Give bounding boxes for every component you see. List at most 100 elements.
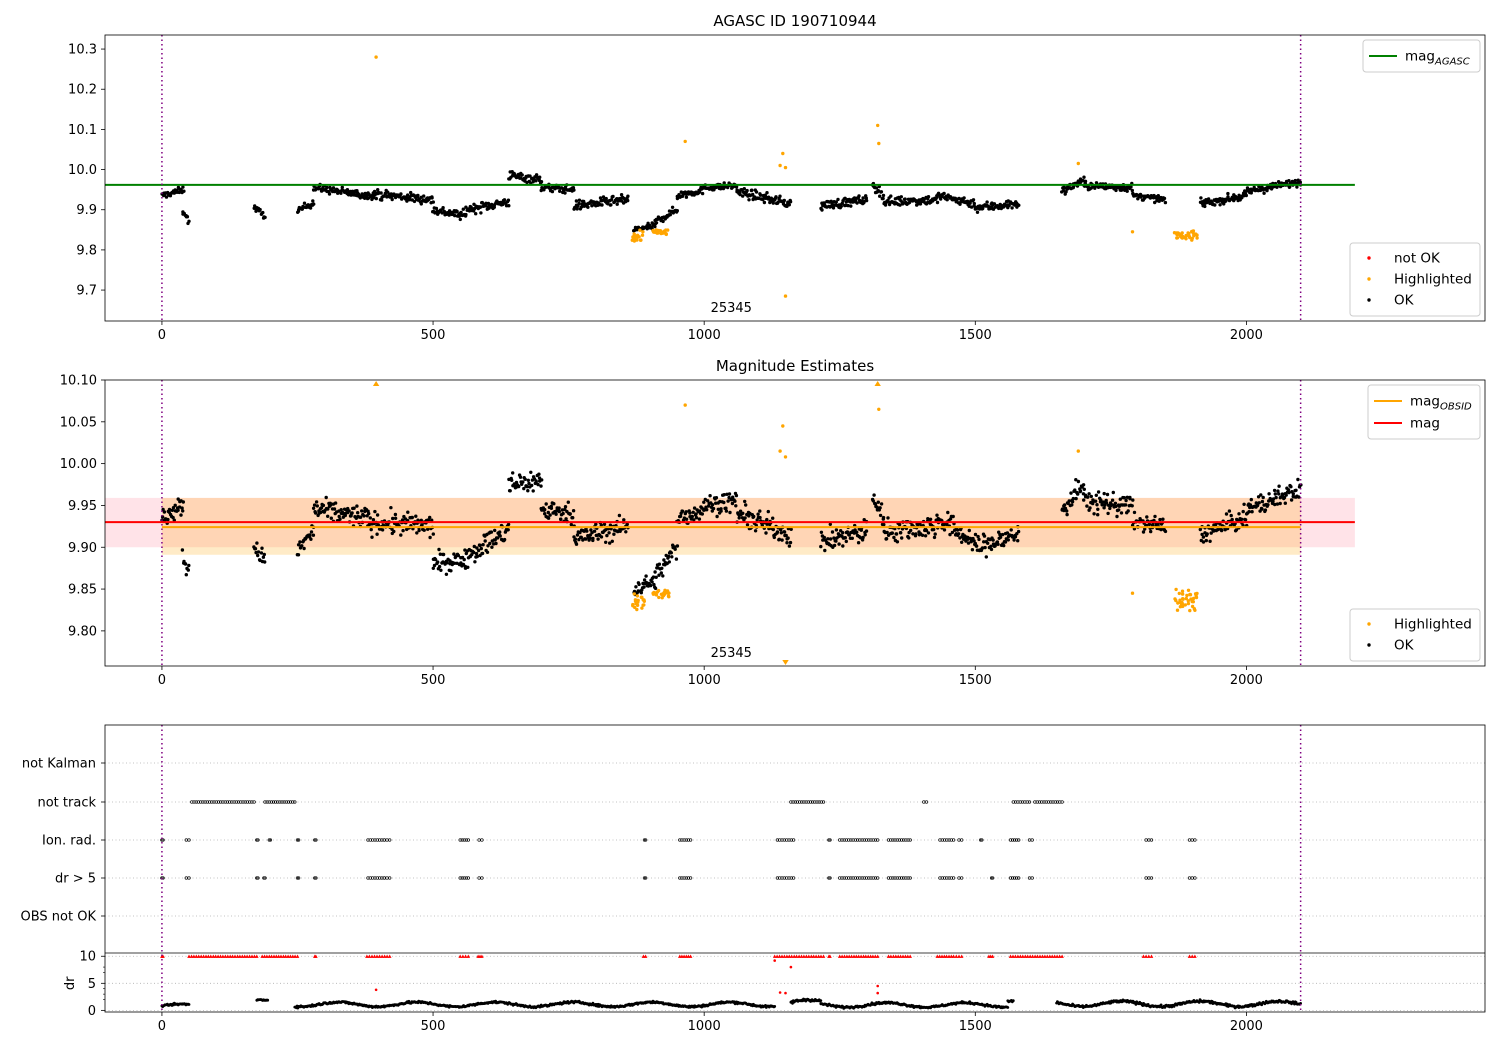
ok-point [1265,188,1269,193]
ok-point [1286,488,1291,492]
ok-point [1100,503,1104,507]
legend-marker [1367,298,1371,302]
flag-point [1190,876,1194,880]
legend-point-label: Highlighted [1394,272,1472,288]
dr-red-point [778,991,782,994]
ok-point [1115,514,1119,519]
ok-point [926,531,931,535]
ok-point [881,196,885,201]
p1-ytick-label: 10.2 [68,83,97,98]
highlighted-point [662,229,666,233]
highlighted-point [642,598,646,602]
p1-xtick-label: 500 [421,328,446,343]
ok-point [972,201,976,206]
highlighted-point [1180,600,1184,605]
ok-point [459,561,463,565]
ok-point [181,500,185,504]
ok-point [489,530,494,534]
ok-point [1234,528,1239,532]
ok-point [459,210,463,215]
clipped-marker-up [874,381,881,386]
ok-point [1199,196,1203,200]
ok-point [971,198,976,202]
ok-point [579,205,584,209]
ok-point [771,201,775,205]
ok-point [741,194,745,198]
dr-red-point [876,991,879,995]
ok-point [862,518,866,522]
ok-point [666,554,671,559]
ok-point [409,190,413,195]
ok-point [1250,510,1254,514]
ok-point [1064,190,1068,194]
ok-point [626,198,630,203]
ok-point [1267,492,1271,496]
ok-point [782,198,786,203]
highlighted-point [778,163,782,168]
ok-point [1273,502,1277,507]
ok-point [1287,490,1291,495]
ok-point [1082,175,1086,179]
ok-point [1208,539,1212,543]
ok-point [926,195,931,199]
ok-point [837,542,841,546]
ok-point [733,499,737,503]
ok-point [982,540,986,544]
ok-point [538,175,542,179]
ok-point [550,189,555,194]
ok-point [591,536,595,541]
ok-point [973,532,978,537]
highlighted-point [639,595,643,599]
ok-point [1259,493,1263,497]
ok-point [894,532,899,536]
ok-point [879,502,884,506]
ok-point [183,562,188,566]
legend-line-label: magAGASC [1405,49,1470,68]
ok-point [684,517,689,521]
ok-point [1274,495,1278,500]
ok-point [170,508,174,512]
ok-point [571,509,576,513]
ok-point [1130,188,1135,193]
ok-point [498,530,502,534]
ok-point [506,528,510,532]
flag-point [924,800,929,804]
ok-point [367,522,371,527]
ok-point [564,517,568,521]
ok-point [878,506,882,510]
ok-point [1260,499,1265,504]
ok-point [494,541,498,546]
ok-point [784,533,788,538]
ok-point [785,541,789,545]
ok-point [932,535,937,540]
ok-point [975,210,980,214]
ok-point [1119,511,1124,515]
ok-point [923,534,928,538]
ok-point [255,541,259,545]
ok-point [900,536,904,540]
highlighted-point [657,595,661,600]
flag-point [480,838,484,842]
ok-point [974,544,979,548]
ok-point [426,527,430,531]
legend-point-label: not OK [1394,251,1441,267]
ok-point [476,548,481,553]
highlighted-point [1190,229,1194,234]
ok-point [1293,178,1298,183]
ok-point [339,508,343,512]
ok-point [1106,511,1110,516]
ok-point [415,531,419,535]
ok-point [765,191,769,195]
ok-point [1261,495,1265,500]
ok-point [715,514,719,519]
ok-point [596,537,600,541]
ok-point [472,550,476,555]
ok-point [830,530,835,534]
dr-ytick-label: 5 [88,977,96,992]
plot-area [105,380,1355,666]
ok-point [481,543,485,547]
ok-point [617,513,622,518]
ok-point [651,575,656,579]
p2-xtick-label: 0 [158,673,166,688]
ok-point [559,517,563,521]
